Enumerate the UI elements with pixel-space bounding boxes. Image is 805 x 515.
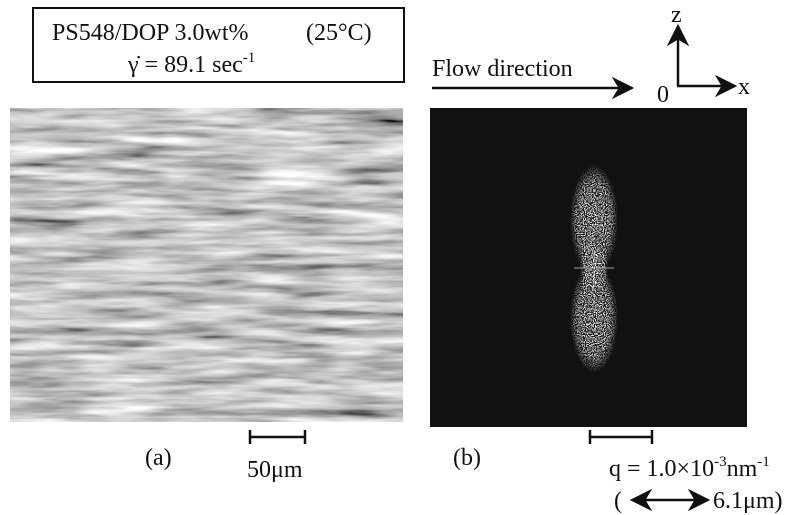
length-open: ( bbox=[614, 488, 622, 514]
q-exp: -3 bbox=[714, 454, 727, 470]
x-label: x bbox=[738, 74, 750, 100]
q-prefix: q = 1.0×10 bbox=[609, 456, 714, 482]
panel-b-label: (b) bbox=[453, 445, 481, 471]
rate-text: = 89.1 sec bbox=[139, 52, 243, 78]
exponent: -1 bbox=[243, 50, 256, 66]
symbol: γ̇ bbox=[127, 52, 141, 78]
sample: PS548/DOP 3.0wt% bbox=[52, 20, 248, 46]
header-box bbox=[32, 7, 405, 83]
panel-a-label: (a) bbox=[145, 445, 172, 471]
scale-bar-a bbox=[248, 430, 307, 444]
flow-label: Flow direction bbox=[432, 56, 573, 82]
q-unit-exp: -1 bbox=[757, 454, 770, 470]
scale-bar-b bbox=[588, 430, 654, 444]
scale-a: 50μm bbox=[247, 457, 303, 483]
length-text: 6.1μm) bbox=[713, 488, 783, 514]
scale-b: q = 1.0×10-3nm-1 bbox=[609, 454, 770, 482]
temperature: (25°C) bbox=[306, 20, 372, 46]
shear-rate: γ̇ = 89.1 sec-1 bbox=[127, 50, 255, 78]
beam-stop bbox=[574, 250, 614, 286]
panel-a-image bbox=[10, 108, 403, 422]
scatter-pattern bbox=[570, 165, 618, 373]
origin-label: 0 bbox=[657, 82, 669, 108]
q-unit: nm bbox=[727, 456, 758, 482]
z-label: z bbox=[671, 2, 682, 28]
